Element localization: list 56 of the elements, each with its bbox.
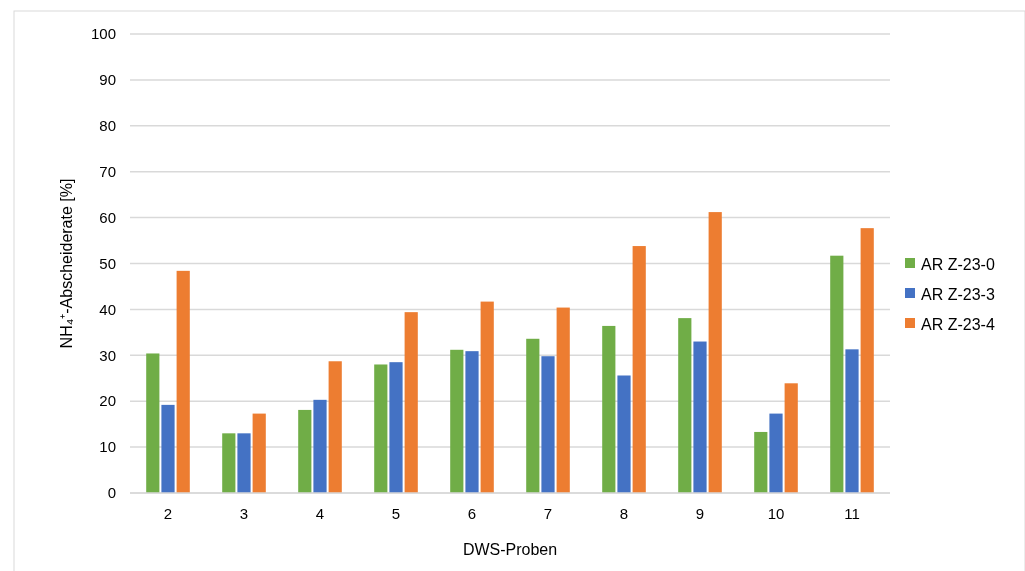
y-tick-label: 40: [99, 300, 116, 318]
y-tick-label: 30: [99, 346, 116, 364]
x-tick-label: 6: [467, 505, 477, 522]
y-tick-label: 50: [99, 254, 116, 272]
bar: [602, 325, 616, 493]
y-tick-label: 20: [99, 392, 116, 410]
bar: [161, 404, 175, 493]
bar: [784, 383, 798, 493]
x-tick-label: 7: [543, 505, 553, 522]
x-tick-label: 10: [767, 505, 785, 522]
bar: [754, 431, 768, 493]
bar: [541, 356, 555, 493]
bar: [632, 246, 646, 493]
x-axis-title: DWS-Proben: [462, 541, 558, 558]
bar: [830, 255, 844, 493]
legend-label: AR Z-23-0: [921, 255, 995, 273]
y-tick-label: 100: [90, 25, 116, 43]
bar: [389, 362, 403, 493]
bar: [480, 301, 494, 493]
x-tick-label: 4: [315, 505, 325, 522]
x-tick-label: 11: [844, 505, 860, 522]
bar: [465, 351, 479, 493]
legend-label: AR Z-23-4: [921, 315, 995, 333]
y-tick-label: 90: [99, 71, 116, 89]
bar: [845, 349, 859, 493]
bar: [313, 399, 327, 493]
bar: [769, 413, 783, 493]
bar: [404, 312, 418, 493]
x-tick-label: 8: [619, 505, 629, 522]
bar: [252, 413, 266, 493]
bar: [298, 409, 312, 493]
x-tick-label: 3: [239, 505, 249, 522]
bar: [860, 228, 874, 493]
y-tick-label: 80: [99, 117, 116, 135]
legend-label: AR Z-23-3: [921, 285, 995, 303]
x-tick-label: 2: [163, 505, 173, 522]
bar: [222, 433, 236, 493]
bar: [708, 212, 722, 493]
bar: [526, 338, 540, 493]
y-tick-label: 60: [99, 208, 116, 226]
y-tick-label: 0: [107, 484, 116, 502]
x-tick-label: 5: [391, 505, 401, 522]
bar: [328, 361, 342, 493]
y-tick-label: 10: [99, 438, 116, 456]
bar: [176, 270, 190, 493]
bar: [617, 375, 631, 493]
y-axis-title: NH₄⁺-Abscheiderate [%]: [58, 178, 75, 349]
bar: [146, 353, 160, 493]
bar: [556, 307, 570, 493]
bar: [678, 318, 692, 493]
y-tick-label: 70: [99, 162, 116, 180]
bar: [374, 364, 388, 493]
bar: [237, 433, 251, 493]
x-tick-label: 9: [695, 505, 705, 522]
bar: [693, 341, 707, 493]
bar: [450, 349, 464, 493]
